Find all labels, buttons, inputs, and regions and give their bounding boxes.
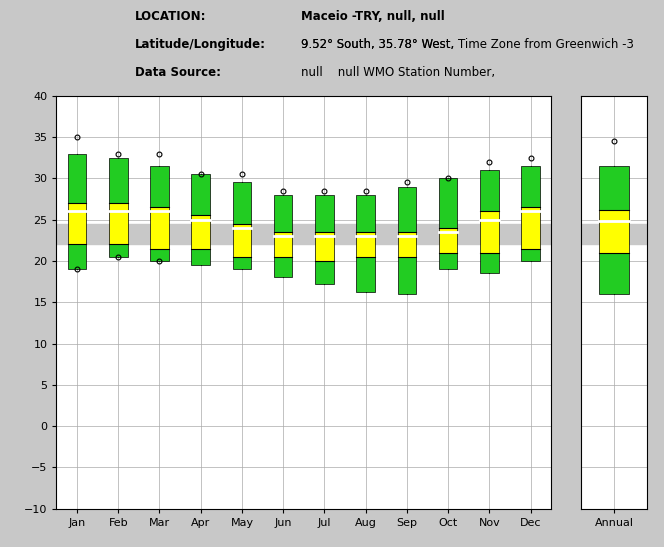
Text: Maceio -TRY, null, null: Maceio -TRY, null, null (301, 10, 444, 23)
Bar (439, 228, 457, 253)
Bar (191, 216, 210, 248)
Bar (581, 224, 647, 245)
Bar (357, 232, 375, 257)
Bar (315, 232, 334, 261)
Bar (274, 232, 292, 257)
Bar (109, 203, 127, 245)
Bar (68, 203, 86, 245)
Bar (191, 248, 210, 265)
Bar (480, 211, 499, 253)
Bar (68, 245, 86, 269)
Bar (232, 183, 251, 224)
Bar (357, 257, 375, 292)
Bar (315, 261, 334, 284)
Bar (439, 178, 457, 228)
Text: 9.52° South, 35.78° West,: 9.52° South, 35.78° West, (301, 38, 457, 51)
Bar (357, 195, 375, 232)
Text: 9.52° South, 35.78° West, Time Zone from Greenwich -3: 9.52° South, 35.78° West, Time Zone from… (301, 38, 633, 51)
Bar (56, 224, 551, 245)
Bar (109, 158, 127, 203)
Text: null    null WMO Station Number,: null null WMO Station Number, (301, 66, 499, 79)
Bar (191, 174, 210, 216)
Bar (109, 245, 127, 257)
Bar (274, 195, 292, 232)
Bar (521, 166, 540, 207)
Bar (232, 224, 251, 257)
Bar (398, 232, 416, 257)
Bar (521, 248, 540, 261)
Bar (315, 195, 334, 232)
Text: Latitude/Longitude:: Latitude/Longitude: (135, 38, 266, 51)
Bar (150, 207, 169, 248)
Bar (480, 253, 499, 274)
Text: LOCATION:: LOCATION: (135, 10, 207, 23)
Bar (600, 253, 629, 294)
Bar (439, 253, 457, 269)
Bar (150, 166, 169, 207)
Bar (68, 154, 86, 203)
Bar (274, 257, 292, 277)
Bar (232, 257, 251, 269)
Bar (600, 210, 629, 253)
Bar (521, 207, 540, 248)
Bar (150, 248, 169, 261)
Bar (398, 187, 416, 232)
Bar (600, 166, 629, 210)
Bar (480, 170, 499, 211)
Bar (398, 257, 416, 294)
Text: Data Source:: Data Source: (135, 66, 221, 79)
